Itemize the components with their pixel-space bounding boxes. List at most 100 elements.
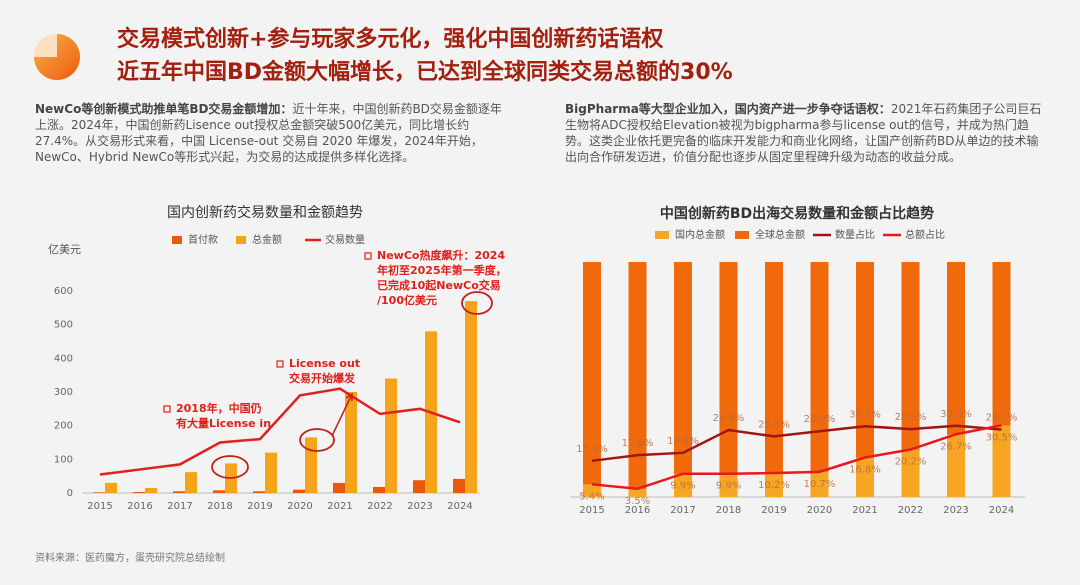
legend-label: 全球总金额 [755,228,805,241]
line [591,424,1002,463]
highlight [461,291,493,315]
y-tick-label: 100 [54,454,73,465]
x-tick-label: 2016 [127,501,152,512]
data-label: 28.9% [895,412,927,423]
chart-title: 中国创新药BD出海交易数量和金额占比趋势 [660,205,934,222]
bar [901,449,920,497]
bar [719,262,738,497]
bar [465,301,477,493]
bar [947,434,965,497]
x-tick-label: 2017 [670,505,695,516]
axis-unit: 亿美元 [48,243,81,256]
legend-label: 国内总金额 [675,228,725,241]
highlight [211,455,249,479]
y-tick-label: 200 [54,421,73,432]
y-tick-label: 0 [67,488,73,499]
data-label: 10.7% [804,479,836,490]
data-label: 30.5% [986,432,1018,443]
bar [173,491,185,493]
annotation: 交易开始爆发 [289,371,356,385]
paragraph: NewCo等创新模式助推单笔BD交易金额增加：近十年来，中国创新药BD交易金额逐… [35,101,507,165]
data-label: 30.1% [849,409,881,420]
highlight [299,428,335,452]
lead: BigPharma等大型企业加入，国内资产进一步争夺话语权： [565,102,891,116]
bar [253,491,265,493]
legend-label: 总额占比 [905,228,945,241]
bar [901,262,920,497]
bar [628,488,647,497]
x-tick-label: 2021 [327,501,352,512]
x-tick-label: 2016 [625,505,650,516]
line [99,387,461,476]
bar [856,262,874,497]
data-label: 25.8% [758,419,790,430]
data-label: 30.3% [940,409,972,420]
x-tick-label: 2021 [852,505,877,516]
annotation: 有大量License in [176,416,271,430]
body: 2021年石药集团子公司巨石生物将ADC授权给Elevation被视为bigph… [565,102,1042,164]
data-label: 9.9% [716,481,741,492]
chart-title: 国内创新药交易数量和金额趋势 [167,204,363,221]
bar [333,482,345,493]
bar [453,478,465,493]
x-tick-label: 2022 [898,505,923,516]
annotation-marker [364,252,372,260]
legend-label: 数量占比 [835,228,875,241]
data-label: 10.2% [758,480,790,491]
bar [105,482,117,493]
data-label: 20.2% [895,457,927,468]
bar [719,473,738,497]
annotation: 已完成10起NewCo交易 [377,278,501,292]
x-tick-label: 2020 [807,505,832,516]
data-label: 28.0% [804,414,836,425]
title-line: 近五年中国BD金额大幅增长，已达到全球同类交易总额的30% [117,59,733,85]
legend-label: 总金额 [252,233,282,246]
body: 近十年来，中国创新药BD交易金额逐年上涨。2024年，中国创新药Lisence … [35,102,502,164]
source: 资料来源：医药魔方，蛋壳研究院总结绘制 [35,551,225,564]
bar [293,489,305,493]
data-label: 28.5% [713,413,745,424]
y-tick-label: 500 [54,320,73,331]
bar [856,457,874,497]
bar [185,472,197,493]
bar [385,378,397,493]
annotation: NewCo热度飙升：2024 [377,248,505,262]
legend-swatch [236,236,246,244]
logo-piece [34,34,57,57]
x-tick-label: 2022 [367,501,392,512]
data-label: 26.7% [940,441,972,452]
bar [583,262,601,497]
x-tick-label: 2020 [287,501,312,512]
annotation: 年初至2025年第一季度， [377,263,507,277]
x-tick-label: 2015 [87,501,112,512]
annotation-marker [276,360,284,368]
bar [810,471,829,497]
x-tick-label: 2024 [989,505,1014,516]
arrow [331,392,353,437]
lead: NewCo等创新模式助推单笔BD交易金额增加： [35,102,293,116]
annotation-marker [163,405,171,413]
data-label: 18.8% [667,436,699,447]
data-label: 5.4% [579,491,604,502]
bar [674,473,692,497]
data-label: 3.5% [625,496,650,507]
bar [145,487,157,493]
legend-label: 交易数量 [325,233,365,246]
x-tick-label: 2024 [447,501,472,512]
legend-swatch [735,231,749,239]
paragraph: BigPharma等大型企业加入，国内资产进一步争夺话语权：2021年石药集团子… [565,101,1045,165]
bar [265,452,277,493]
legend-swatch [655,231,669,239]
data-label: 9.9% [670,481,695,492]
x-tick-label: 2023 [407,501,432,512]
bar [583,484,601,497]
data-label: 17.8% [622,438,654,449]
bar [628,262,647,497]
legend-label: 首付款 [188,233,218,246]
bar [213,490,225,493]
line [591,424,1002,491]
data-label: 28.7% [986,413,1018,424]
data-label: 15.4% [576,444,608,455]
